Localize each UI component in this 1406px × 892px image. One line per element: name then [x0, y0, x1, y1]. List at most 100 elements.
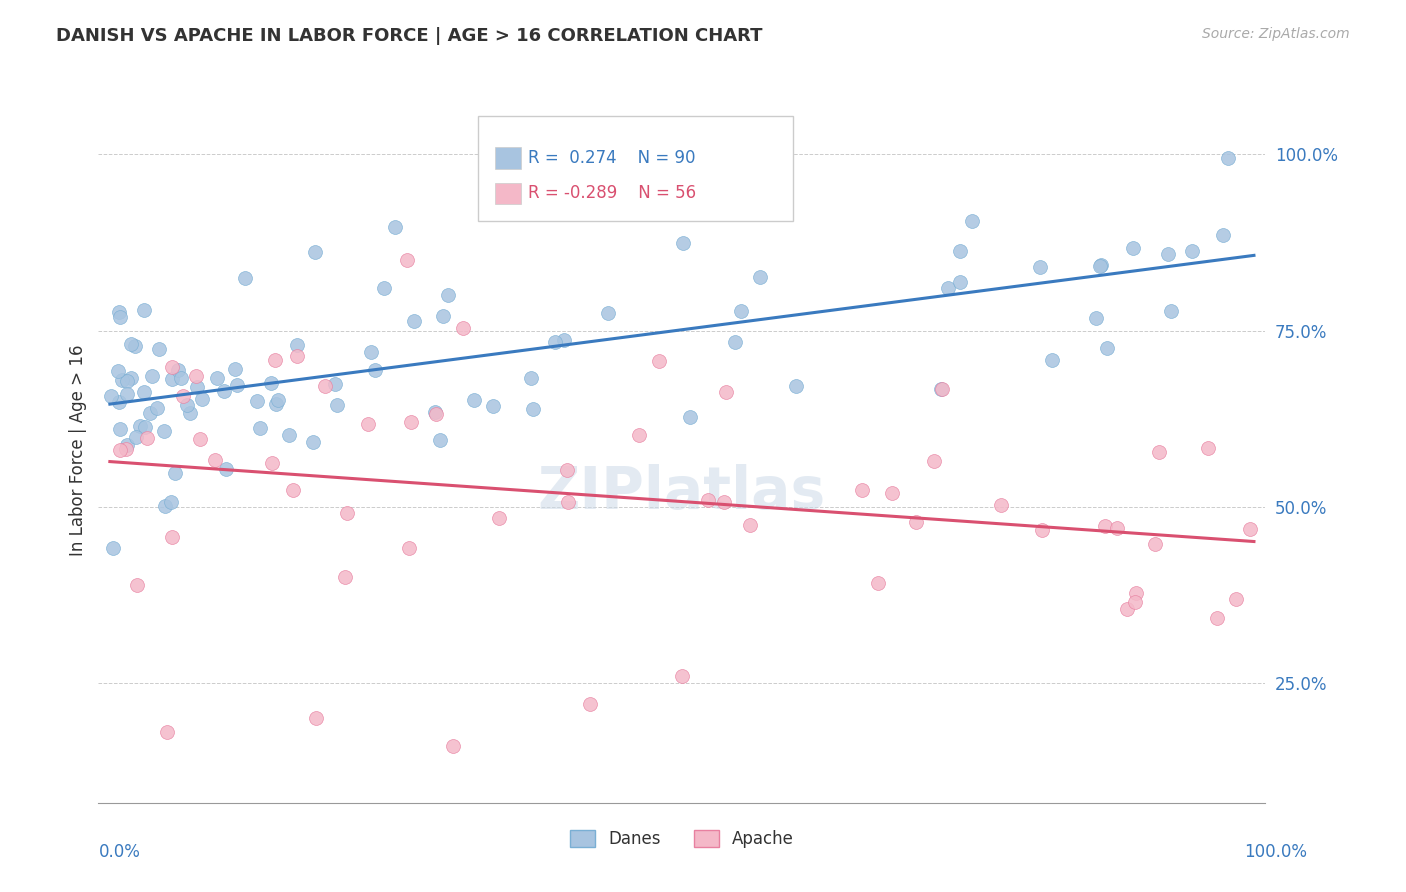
Point	[249, 421, 271, 435]
Point	[1031, 524, 1053, 538]
Point	[579, 697, 602, 711]
Point	[160, 495, 183, 509]
Point	[1225, 591, 1247, 606]
Point	[522, 401, 544, 416]
Point	[396, 253, 419, 268]
Point	[153, 424, 176, 438]
Point	[373, 281, 395, 295]
Point	[1160, 303, 1182, 318]
Point	[1088, 259, 1111, 273]
Point	[441, 739, 464, 754]
Point	[553, 333, 575, 347]
Text: 0.0%: 0.0%	[98, 843, 141, 861]
Point	[120, 337, 142, 351]
Point	[111, 372, 134, 386]
Point	[246, 394, 269, 409]
Point	[1181, 244, 1204, 259]
Point	[132, 303, 155, 318]
Point	[949, 244, 972, 258]
Point	[1212, 227, 1234, 242]
Point	[714, 385, 737, 400]
Point	[364, 363, 387, 377]
Point	[127, 578, 149, 592]
Point	[730, 303, 752, 318]
Point	[1218, 151, 1240, 165]
Point	[519, 370, 541, 384]
Point	[204, 453, 226, 467]
Point	[398, 541, 420, 555]
Point	[163, 466, 186, 480]
Point	[1105, 521, 1128, 535]
Point	[1122, 241, 1144, 255]
Point	[713, 495, 735, 509]
Point	[1197, 441, 1219, 455]
Y-axis label: In Labor Force | Age > 16: In Labor Force | Age > 16	[69, 344, 87, 557]
Text: R = -0.289    N = 56: R = -0.289 N = 56	[527, 185, 696, 202]
Point	[671, 669, 693, 683]
Point	[1040, 352, 1063, 367]
Point	[304, 245, 326, 260]
Point	[882, 486, 904, 500]
Point	[155, 500, 177, 514]
Point	[115, 374, 138, 388]
Point	[360, 345, 382, 359]
Point	[724, 335, 747, 350]
Point	[738, 518, 761, 533]
Point	[432, 309, 454, 323]
Point	[1094, 518, 1116, 533]
Point	[179, 406, 201, 420]
Point	[108, 443, 131, 458]
Point	[868, 576, 890, 591]
Point	[697, 492, 720, 507]
Point	[1157, 247, 1180, 261]
Point	[148, 342, 170, 356]
Point	[139, 406, 162, 420]
Point	[598, 306, 620, 320]
Point	[162, 359, 184, 374]
Point	[207, 371, 229, 385]
Point	[990, 498, 1012, 512]
Point	[146, 401, 169, 415]
Point	[1125, 586, 1147, 600]
Point	[167, 363, 190, 377]
Point	[648, 354, 671, 368]
Point	[136, 431, 159, 445]
Point	[335, 570, 357, 584]
Point	[235, 271, 257, 285]
Point	[488, 511, 510, 525]
Point	[482, 399, 505, 413]
Point	[749, 269, 772, 284]
Point	[1205, 611, 1227, 625]
Point	[314, 379, 336, 393]
Point	[128, 418, 150, 433]
Point	[224, 362, 246, 376]
Point	[1143, 537, 1166, 551]
Point	[404, 314, 426, 328]
Point	[278, 428, 301, 442]
Point	[1239, 522, 1261, 536]
Point	[156, 725, 179, 739]
Point	[949, 275, 972, 289]
Point	[260, 376, 283, 390]
Point	[107, 305, 129, 319]
Point	[103, 541, 125, 556]
Point	[176, 398, 198, 412]
Point	[125, 430, 148, 444]
Point	[100, 389, 122, 403]
Point	[117, 437, 139, 451]
Point	[336, 506, 359, 520]
Point	[191, 392, 214, 406]
Text: ZIPlatlas: ZIPlatlas	[537, 464, 827, 521]
Point	[425, 407, 447, 421]
Point	[110, 422, 132, 436]
Point	[107, 395, 129, 409]
Point	[905, 516, 928, 530]
Point	[1116, 602, 1139, 616]
Point	[266, 392, 288, 407]
Point	[170, 371, 193, 385]
Point	[162, 372, 184, 386]
Point	[924, 454, 946, 468]
Point	[262, 456, 284, 470]
Point	[785, 379, 807, 393]
Text: Source: ZipAtlas.com: Source: ZipAtlas.com	[1202, 27, 1350, 41]
